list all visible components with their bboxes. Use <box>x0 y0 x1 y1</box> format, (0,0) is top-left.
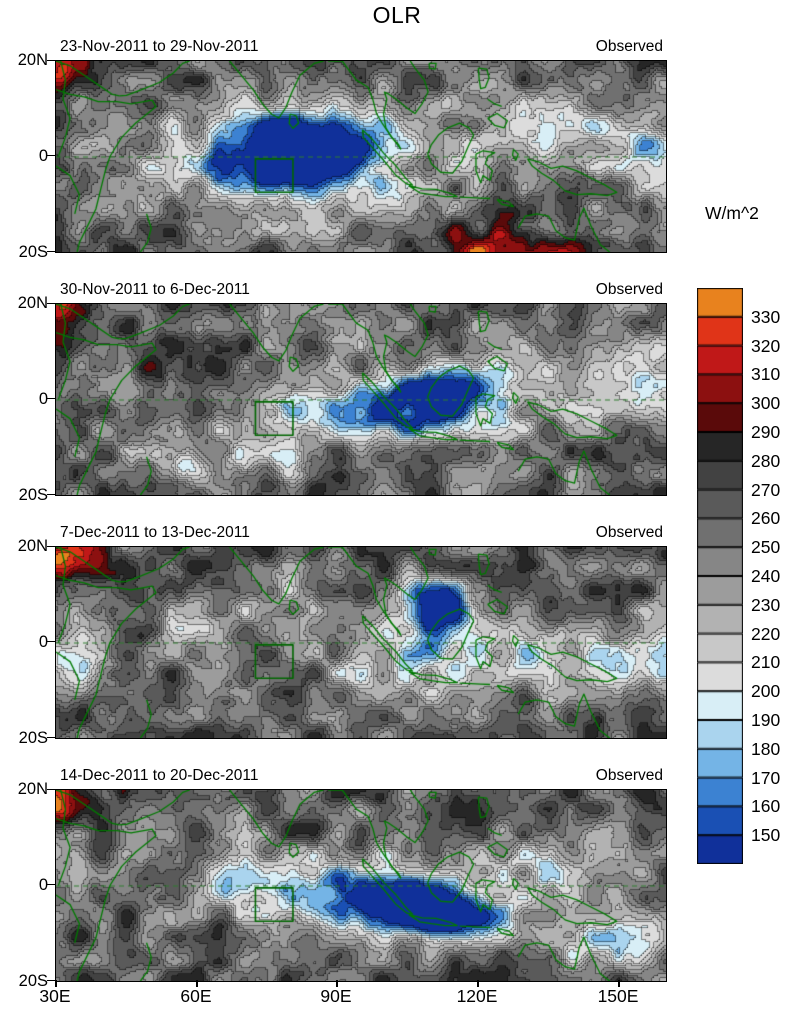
panel-2-source-label: Observed <box>595 281 663 298</box>
panel-3-header: 7-Dec-2011 to 13-Dec-2011 Observed <box>55 524 665 544</box>
colorbar-canvas <box>697 288 743 864</box>
panel-2-date-range: 30-Nov-2011 to 6-Dec-2011 <box>60 281 250 298</box>
panel-4-date-range: 14-Dec-2011 to 20-Dec-2011 <box>60 767 259 784</box>
colorbar-tick-label: 190 <box>751 710 781 730</box>
colorbar-tick-label: 290 <box>751 422 781 442</box>
colorbar-tick-label: 200 <box>751 681 781 702</box>
x-axis-tick <box>336 980 338 987</box>
colorbar-tick-label: 170 <box>751 767 781 788</box>
y-axis-label-0: 0 <box>38 633 48 651</box>
panel-3-date-range: 7-Dec-2011 to 13-Dec-2011 <box>60 524 250 541</box>
y-axis-label-20s: 20S <box>18 243 48 261</box>
x-axis-label-90e: 90E <box>320 986 352 1006</box>
colorbar-tick-label: 160 <box>751 796 781 817</box>
y-axis-tick <box>47 884 55 885</box>
y-axis-label-0: 0 <box>38 876 48 894</box>
map-panel-3: 7-Dec-2011 to 13-Dec-2011 Observed 20N 0… <box>0 524 794 747</box>
y-axis-tick <box>47 546 55 547</box>
x-axis-label-60e: 60E <box>180 986 212 1006</box>
y-axis-tick <box>47 60 55 61</box>
colorbar-tick-label: 260 <box>751 508 781 529</box>
x-axis-tick <box>477 980 479 987</box>
colorbar-tick-label: 250 <box>751 537 781 558</box>
panel-4-header: 14-Dec-2011 to 20-Dec-2011 Observed <box>55 767 665 787</box>
y-axis-tick <box>47 980 55 981</box>
map-panel-1: 23-Nov-2011 to 29-Nov-2011 Observed 20N … <box>0 38 794 261</box>
x-axis-label-120e: 120E <box>456 986 498 1006</box>
map-panel-2: 30-Nov-2011 to 6-Dec-2011 Observed 20N 0… <box>0 281 794 504</box>
y-axis-tick <box>47 155 55 156</box>
colorbar-tick-label: 230 <box>751 594 781 615</box>
x-axis-tick <box>196 980 198 987</box>
figure-title: OLR <box>372 2 422 28</box>
panel-1-header: 23-Nov-2011 to 29-Nov-2011 Observed <box>55 38 665 58</box>
colorbar-tick-label: 220 <box>751 623 781 644</box>
y-axis-tick <box>47 494 55 495</box>
x-axis-label-150e: 150E <box>597 986 639 1006</box>
x-axis: 30E 60E 90E 120E 150E <box>0 984 794 1008</box>
y-axis-label-20n: 20N <box>17 51 48 69</box>
colorbar-tick-label: 320 <box>751 335 781 356</box>
x-axis-tick <box>55 980 57 987</box>
colorbar-tick-label: 210 <box>751 652 781 673</box>
colorbar-tick-label: 300 <box>751 393 781 414</box>
panel-3-source-label: Observed <box>595 524 663 541</box>
colorbar-tick-label: 150 <box>751 825 781 846</box>
y-axis-label-20n: 20N <box>17 294 48 312</box>
panel-1-date-range: 23-Nov-2011 to 29-Nov-2011 <box>60 38 259 55</box>
colorbar: W/m^2 330 320 310 300 290 280 270 260 250 240 230 2… <box>695 203 794 864</box>
map-canvas-panel-2 <box>55 303 667 496</box>
y-axis-label-0: 0 <box>38 147 48 165</box>
colorbar-tick-label: 180 <box>751 738 781 759</box>
y-axis-label-0: 0 <box>38 390 48 408</box>
panel-2-header: 30-Nov-2011 to 6-Dec-2011 Observed <box>55 281 665 301</box>
y-axis-label-20n: 20N <box>17 780 48 798</box>
colorbar-tick-label: 330 <box>751 306 781 327</box>
map-canvas-panel-3 <box>55 546 667 739</box>
map-canvas-panel-4 <box>55 789 667 982</box>
colorbar-tick-label: 270 <box>751 479 781 500</box>
y-axis-tick <box>47 737 55 738</box>
colorbar-tick-label: 280 <box>751 450 781 471</box>
y-axis-tick <box>47 303 55 304</box>
y-axis-tick <box>47 641 55 642</box>
y-axis-label-20s: 20S <box>18 486 48 504</box>
y-axis-tick <box>47 789 55 790</box>
colorbar-units-label: W/m^2 <box>705 203 759 223</box>
panel-4-source-label: Observed <box>595 767 663 784</box>
y-axis-label-20s: 20S <box>18 972 48 990</box>
colorbar-tick-label: 310 <box>751 364 781 385</box>
y-axis-label-20s: 20S <box>18 729 48 747</box>
x-axis-label-30e: 30E <box>39 986 71 1006</box>
map-panel-4: 14-Dec-2011 to 20-Dec-2011 Observed 20N … <box>0 767 794 990</box>
colorbar-tick-label: 240 <box>751 566 781 586</box>
map-canvas-panel-1 <box>55 60 667 253</box>
y-axis-tick <box>47 398 55 399</box>
y-axis-label-20n: 20N <box>17 537 48 555</box>
x-axis-tick <box>618 980 620 987</box>
y-axis-tick <box>47 251 55 252</box>
panel-1-source-label: Observed <box>595 38 663 55</box>
